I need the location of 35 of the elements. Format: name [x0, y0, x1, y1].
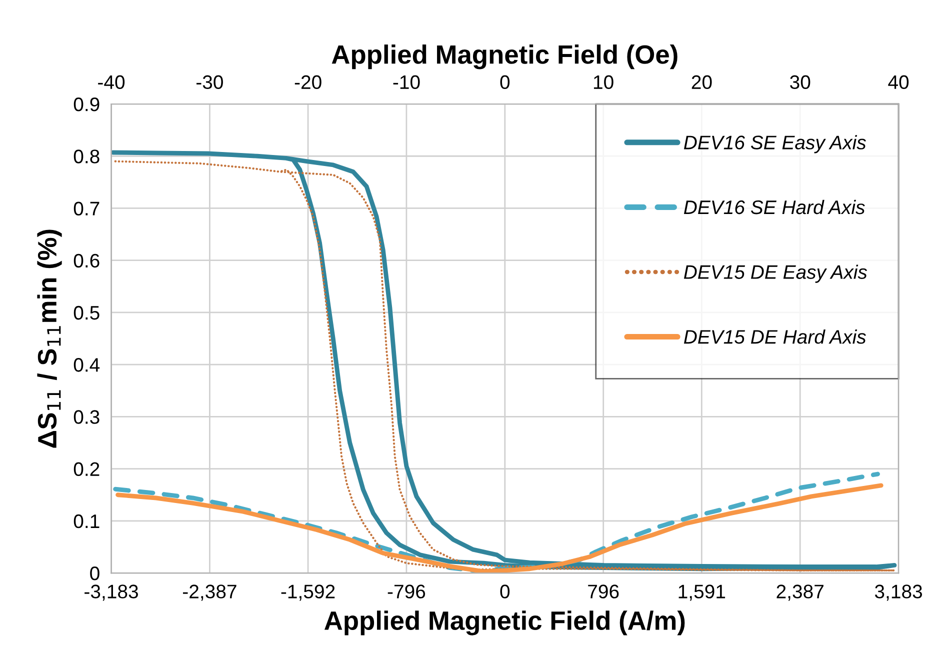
- y-tick-label: 0.5: [74, 306, 100, 320]
- y-tick-label: 0.6: [74, 254, 100, 268]
- y-tick-label: 0: [90, 566, 100, 580]
- x2-axis-title: Applied Magnetic Field (Oe): [332, 44, 678, 70]
- y-tick-label: 0.3: [74, 410, 100, 424]
- x2-tick-label: -30: [196, 75, 223, 90]
- x2-tick-label: 20: [692, 75, 712, 90]
- x2-tick-label: -10: [393, 75, 420, 90]
- legend-label: DEV15 DE Easy Axis: [684, 264, 868, 283]
- x2-tick-label: 0: [500, 75, 510, 90]
- y-tick-label: 0.7: [74, 202, 100, 216]
- x-axis-title: Applied Magnetic Field (A/m): [324, 610, 685, 636]
- legend-label: DEV15 DE Hard Axis: [684, 329, 866, 344]
- y-tick-label: 0.1: [74, 514, 100, 528]
- legend-label: DEV16 SE Easy Axis: [684, 135, 866, 154]
- y-tick-label: 0.2: [74, 462, 100, 476]
- x-tick-label: -1,592: [281, 584, 335, 601]
- y-axis-title: ΔS$_{11}$ / S$_{11}$min (%): [37, 230, 62, 448]
- x-tick-label: 0: [500, 584, 510, 598]
- x-tick-label: 796: [588, 584, 619, 598]
- y-tick-label: 0.8: [74, 150, 100, 164]
- x-tick-label: 3,183: [874, 584, 922, 601]
- y-tick-label: 0.9: [74, 97, 100, 112]
- x2-tick-label: -20: [294, 75, 322, 90]
- x-tick-label: -796: [388, 584, 426, 598]
- x2-tick-label: 30: [790, 75, 810, 90]
- x-tick-label: -2,387: [183, 584, 236, 601]
- legend-label: DEV16 SE Hard Axis: [684, 200, 865, 214]
- x-tick-label: 1,591: [678, 584, 726, 601]
- x-tick-label: -3,183: [84, 584, 138, 601]
- y-tick-label: 0.4: [74, 358, 100, 372]
- x-tick-label: 2,387: [776, 584, 824, 601]
- x2-tick-label: 10: [594, 75, 614, 90]
- x2-tick-label: -40: [98, 75, 125, 90]
- x2-tick-label: 40: [888, 75, 909, 90]
